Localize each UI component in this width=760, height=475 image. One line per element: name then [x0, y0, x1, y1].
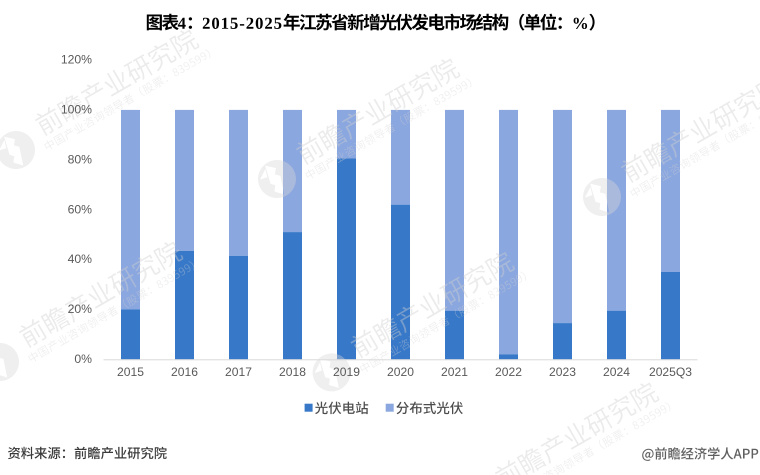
svg-text:60%: 60%: [68, 202, 93, 216]
svg-text:2023: 2023: [549, 365, 576, 379]
svg-text:2022: 2022: [495, 365, 522, 379]
svg-text:2019: 2019: [333, 365, 360, 379]
svg-text:100%: 100%: [61, 103, 92, 117]
svg-text:120%: 120%: [61, 53, 92, 67]
svg-text:2016: 2016: [171, 365, 198, 379]
svg-text:0%: 0%: [74, 352, 92, 366]
svg-text:2024: 2024: [603, 365, 630, 379]
svg-text:2020: 2020: [387, 365, 414, 379]
svg-text:2015: 2015: [117, 365, 144, 379]
svg-text:2025Q3: 2025Q3: [649, 365, 692, 379]
svg-text:20%: 20%: [68, 302, 93, 316]
svg-text:80%: 80%: [68, 153, 93, 167]
svg-text:2021: 2021: [441, 365, 468, 379]
svg-text:40%: 40%: [68, 252, 93, 266]
svg-text:2017: 2017: [225, 365, 252, 379]
svg-text:2018: 2018: [279, 365, 306, 379]
